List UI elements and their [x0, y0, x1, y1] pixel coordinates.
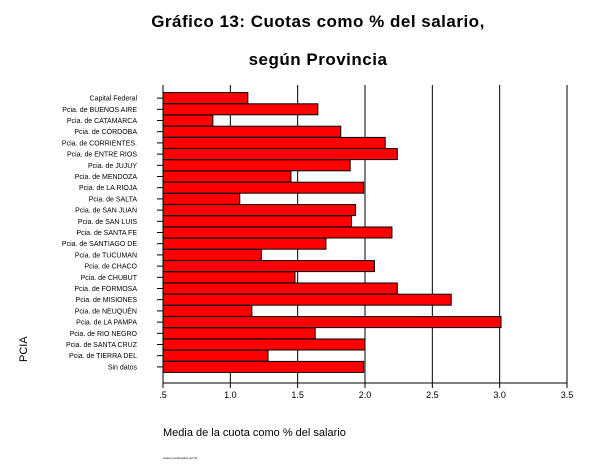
chart-subtitle: según Provincia [248, 50, 388, 69]
category-label: Sin datos [108, 364, 138, 371]
bar [162, 271, 296, 284]
category-label: Pcia. de SANTA FE [76, 230, 137, 237]
footer-note: Casos ponderados por W [163, 456, 198, 460]
bar [162, 215, 353, 228]
bar [162, 316, 502, 329]
category-label: Pcia. de SALTA [89, 196, 138, 203]
category-label: Pcia. de LA PAMPA [76, 320, 137, 327]
bar [162, 103, 319, 116]
category-label: Pcia. de NEUQUÉN [75, 306, 137, 315]
category-label: Pcia. de CÓRDOBA [74, 127, 137, 136]
chart-title: Gráfico 13: Cuotas como % del salario, [151, 12, 485, 31]
x-tick-label: 2.5 [426, 390, 439, 400]
bar [162, 338, 366, 351]
bar [162, 349, 269, 362]
category-label: Pcia. de SAN LUIS [78, 219, 137, 226]
bar [162, 304, 253, 317]
category-label: Pcia. de CHACO [84, 264, 137, 271]
category-label: Pcia. de JUJUY [88, 163, 137, 170]
bar [162, 170, 292, 183]
category-label: Pcia. de FORMOSA [74, 286, 137, 293]
category-label: Pcia. de TIERRA DEL [69, 353, 137, 360]
bar [162, 327, 316, 340]
bar [162, 237, 327, 250]
x-tick-label: 2.0 [359, 390, 372, 400]
bar [162, 248, 262, 261]
category-label: Pcia. de SAN JUAN [75, 208, 137, 215]
x-tick-label: 3.5 [561, 390, 574, 400]
x-axis: .5 1.0 1.5 2.0 2.5 3.0 3.5 [157, 85, 573, 400]
category-label: Capital Federal [90, 96, 138, 103]
category-label: Pcia. de BUENOS AIRE [62, 107, 137, 114]
bar [162, 125, 342, 138]
bar [162, 192, 241, 205]
bar [162, 114, 214, 127]
bar [162, 293, 452, 306]
y-axis-label: PCIA [18, 336, 30, 362]
category-label: Pcia. de CATAMARCA [67, 118, 137, 125]
category-label: Pcia. de CHUBUT [81, 275, 138, 282]
x-tick-label: 3.0 [493, 390, 506, 400]
bar [162, 226, 393, 239]
x-tick-label: .5 [159, 390, 167, 400]
category-label: Pcia. de RIO NEGRO [70, 331, 138, 338]
category-label: Pcia. de MISIONES [76, 297, 138, 304]
bar [162, 92, 249, 105]
category-label: Pcia. de CORRIENTES. [62, 140, 137, 147]
category-label: Pcia. de ENTRE RIOS [67, 152, 137, 159]
category-label: Pcia. de SANTA CRUZ [66, 342, 138, 349]
category-label: Pcia. de MENDOZA [75, 174, 138, 181]
bar [162, 148, 398, 161]
bar [162, 204, 357, 217]
category-label: Pcia. de TUCUMAN [75, 252, 137, 259]
category-label: Pcia. de LA RIOJA [79, 185, 137, 192]
x-axis-label: Media de la cuota como % del salario [163, 427, 346, 439]
bar [162, 136, 386, 149]
bars [162, 92, 502, 373]
x-tick-label: 1.0 [224, 390, 237, 400]
bar [162, 360, 365, 373]
x-tick-label: 1.5 [291, 390, 304, 400]
category-labels: Capital Federal Pcia. de BUENOS AIRE Pcia.… [62, 96, 138, 372]
category-label: Pcia. de SANTIAGO DE [62, 241, 137, 248]
bar [162, 159, 351, 172]
bar [162, 282, 398, 295]
bar [162, 260, 375, 273]
bar [162, 181, 365, 194]
